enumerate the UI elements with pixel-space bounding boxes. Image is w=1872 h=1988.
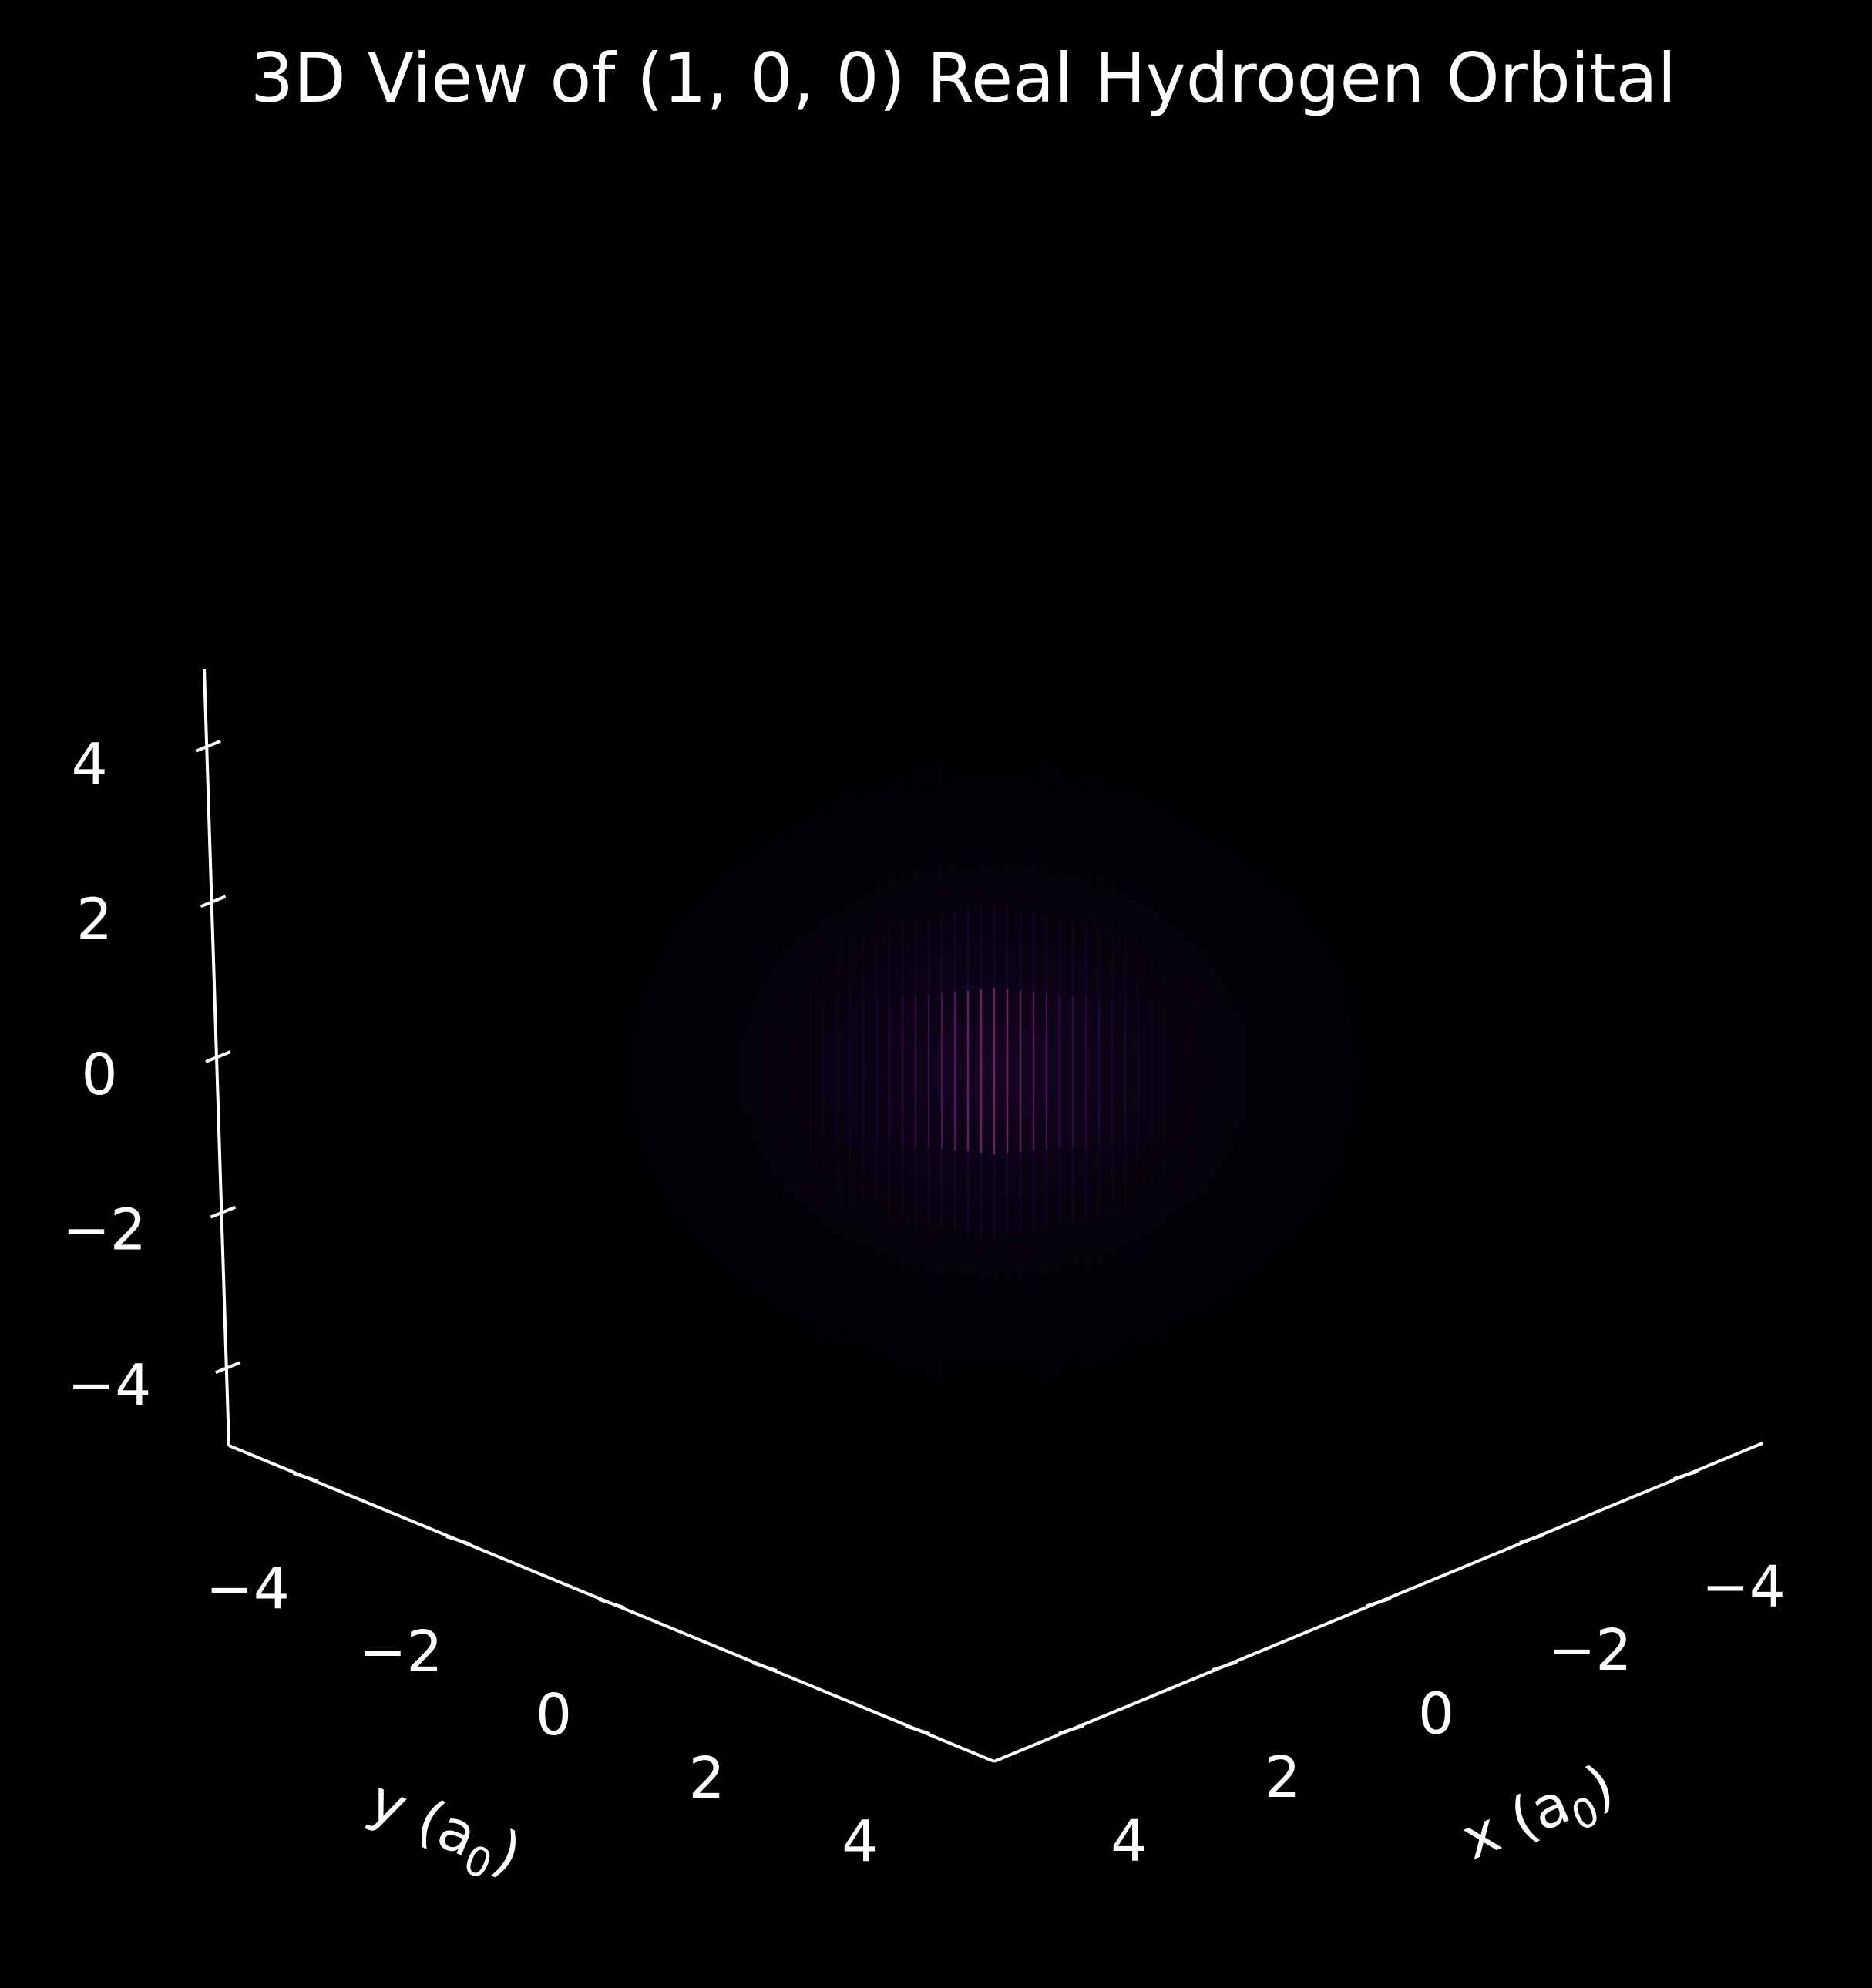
y-tick-label: 4: [842, 1808, 878, 1875]
x-tick-mark: [1212, 1661, 1238, 1672]
z-tick-label: 2: [76, 886, 113, 952]
x-tick-label: −4: [1702, 1553, 1786, 1620]
z-tick-label: 4: [72, 731, 108, 798]
y-tick-label: 2: [689, 1745, 725, 1812]
x-axis: −4 −2 0 2 4 x (a0): [993, 1442, 1786, 1882]
x-tick-label: −2: [1548, 1617, 1632, 1684]
x-tick-label: 2: [1265, 1745, 1301, 1811]
x-tick-mark: [1058, 1724, 1084, 1735]
x-tick-mark: [1672, 1469, 1699, 1481]
z-tick-mark: [195, 739, 221, 753]
density-cloud: [691, 758, 1297, 1384]
y-tick-label: −4: [206, 1556, 290, 1622]
y-axis-label: y (a0): [356, 1767, 530, 1897]
z-tick-mark: [210, 1205, 237, 1219]
z-tick-mark: [200, 895, 227, 908]
y-tick-label: −2: [358, 1619, 442, 1685]
y-tick-mark: [905, 1724, 931, 1735]
z-tick-label: −4: [67, 1352, 151, 1419]
y-tick-mark: [292, 1472, 318, 1483]
x-tick-mark: [1365, 1597, 1392, 1608]
z-tick-label: −2: [62, 1197, 146, 1264]
y-tick-mark: [445, 1535, 472, 1546]
z-tick-label: 0: [81, 1042, 117, 1108]
x-tick-label: 4: [1111, 1808, 1147, 1875]
x-axis-label: x (a0): [1453, 1751, 1627, 1882]
x-tick-label: 0: [1418, 1681, 1454, 1748]
z-axis: −4 −2 0 2 4: [62, 668, 241, 1446]
y-tick-mark: [598, 1598, 625, 1609]
y-tick-label: 0: [536, 1682, 572, 1748]
z-tick-mark: [205, 1050, 231, 1063]
chart-title: 3D View of (1, 0, 0) Real Hydrogen Orbit…: [250, 39, 1676, 118]
y-tick-mark: [751, 1661, 778, 1672]
x-tick-mark: [1519, 1533, 1545, 1544]
y-axis: −4 −2 0 2 4 y (a0): [206, 1444, 995, 1897]
z-tick-mark: [215, 1361, 241, 1375]
